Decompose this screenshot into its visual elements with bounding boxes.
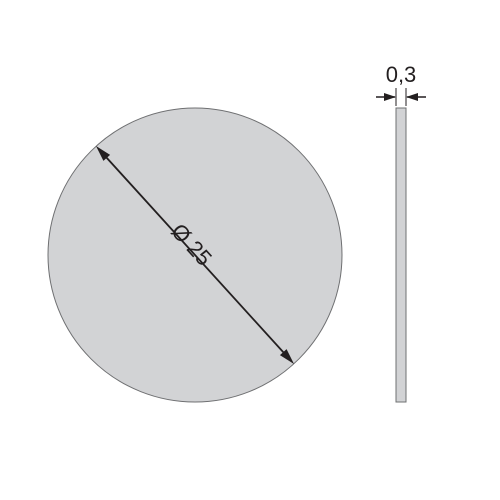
thickness-label: 0,3 bbox=[386, 62, 417, 87]
disc-side-view bbox=[396, 108, 406, 402]
